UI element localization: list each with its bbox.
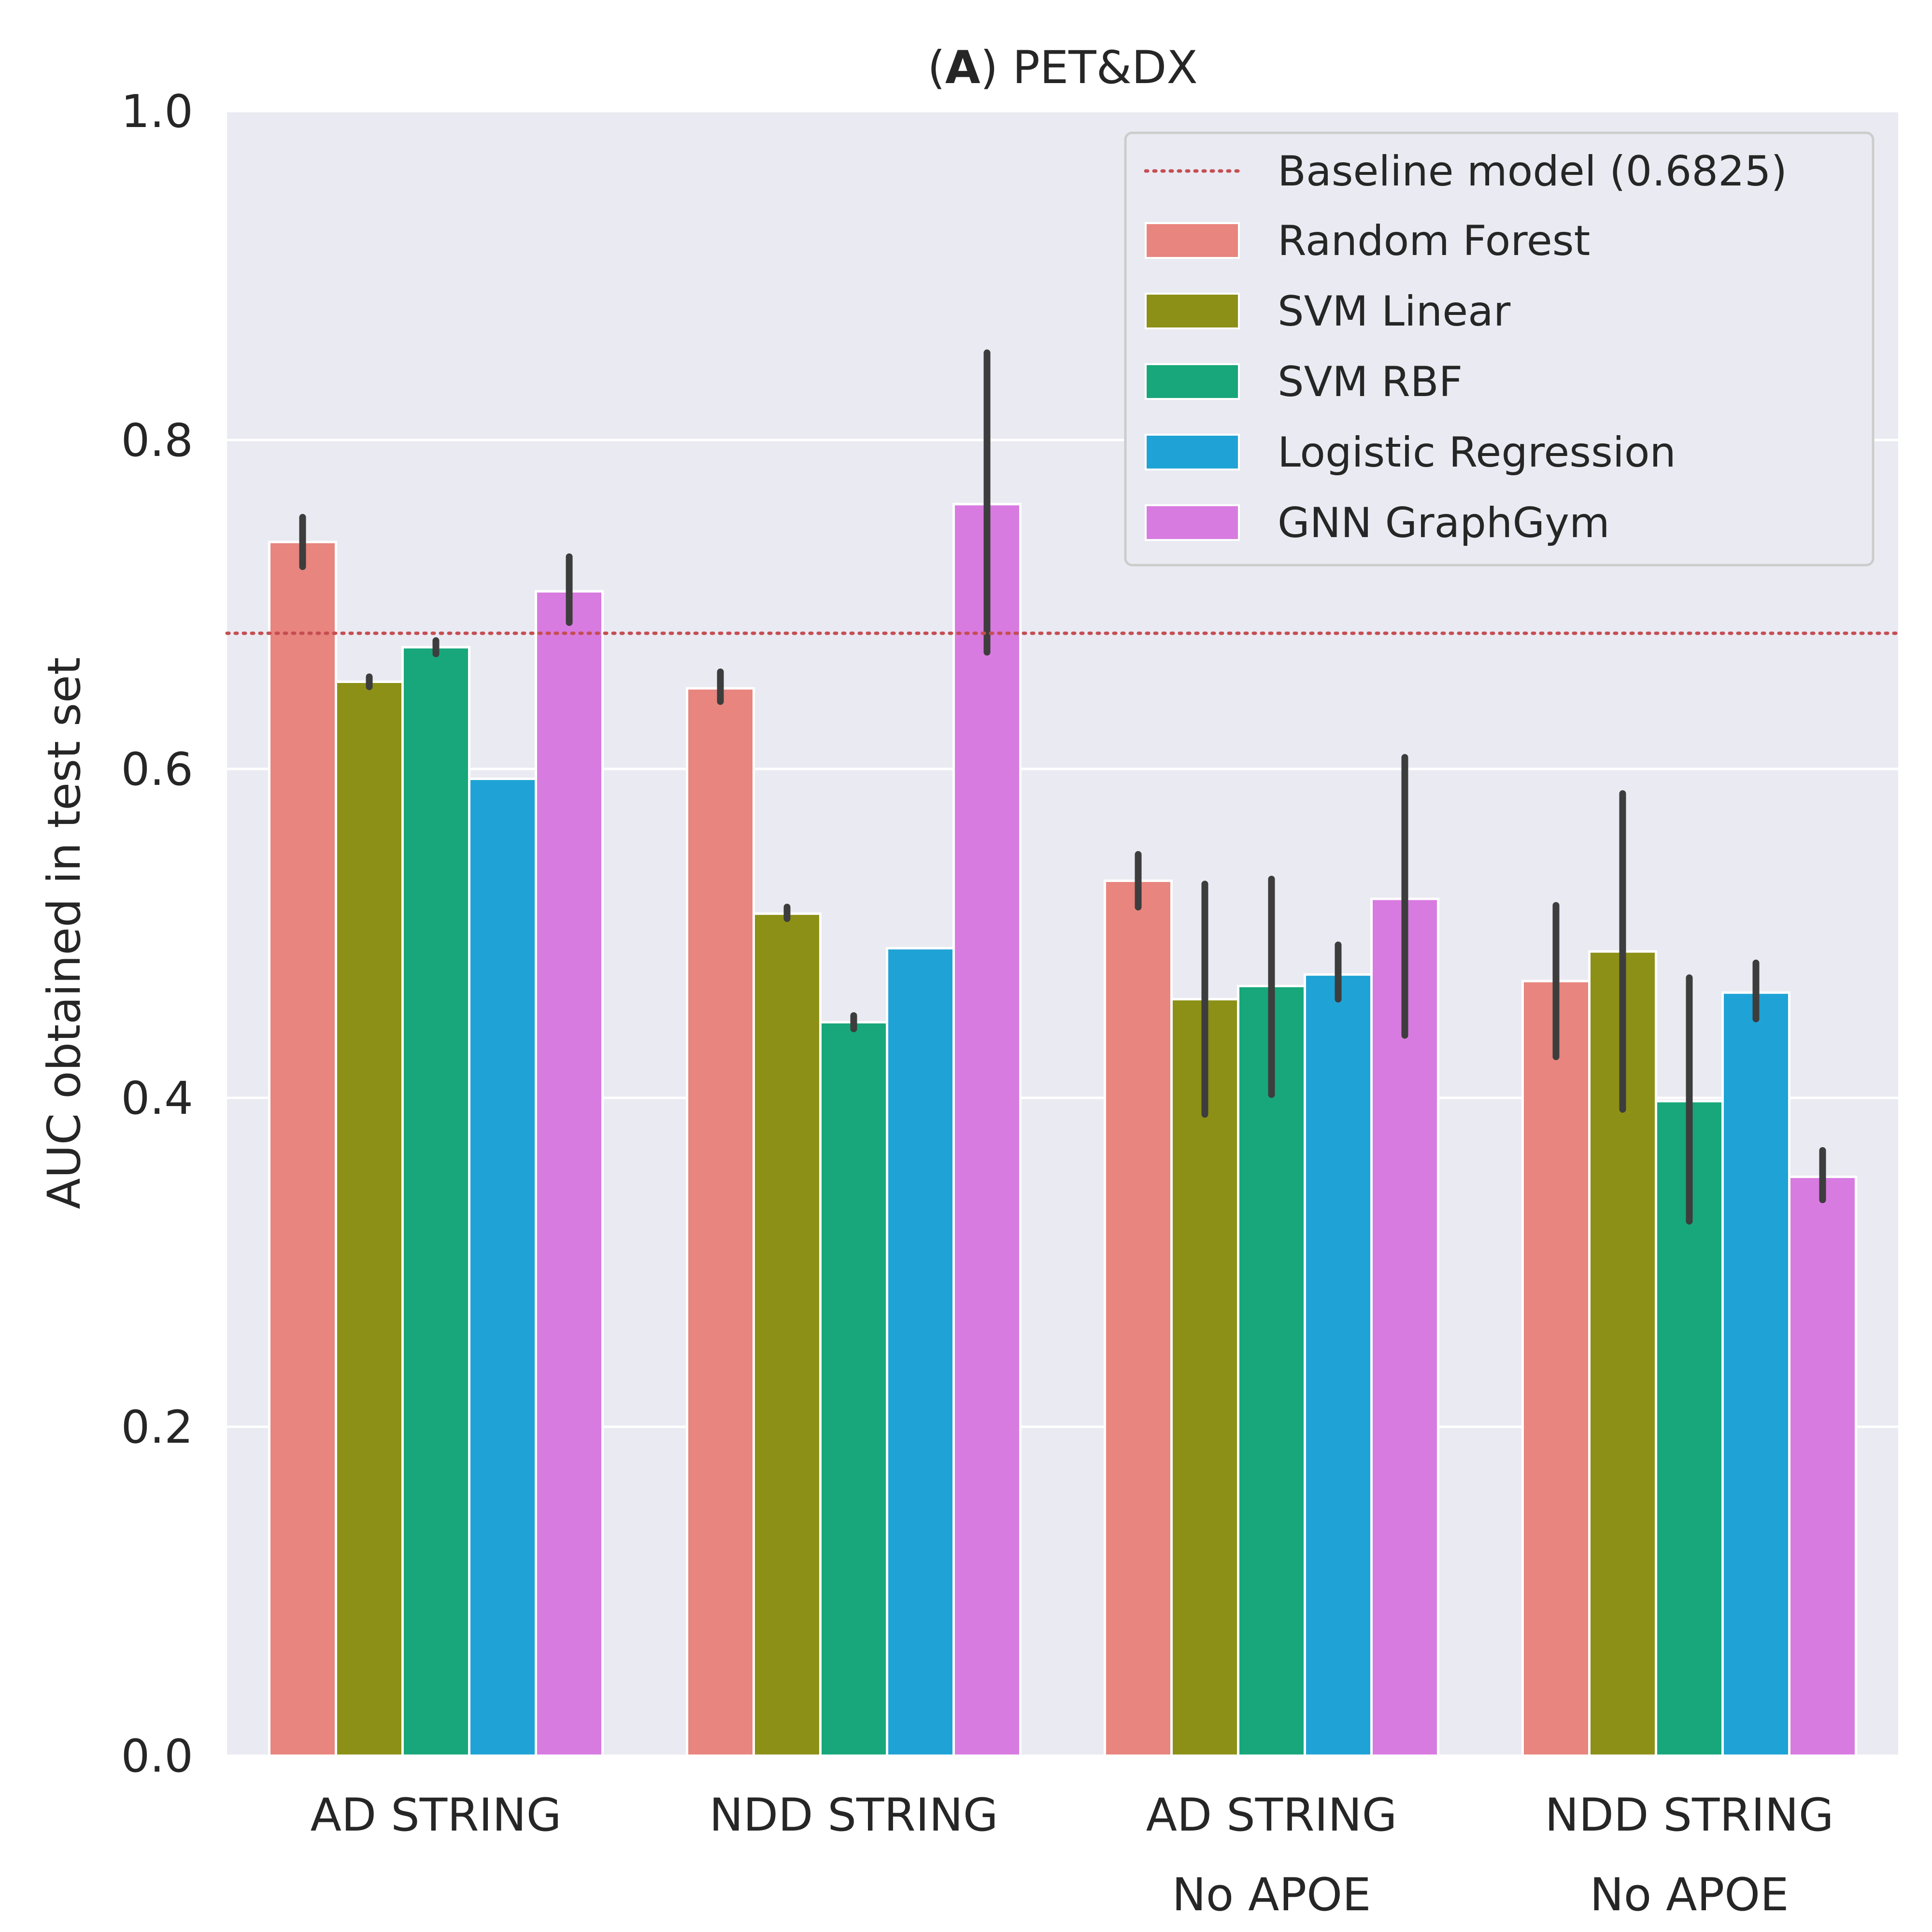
bar-gnn-graphgym [1370, 897, 1439, 1757]
legend-label: GNN GraphGym [1278, 499, 1610, 547]
bar-random-forest [686, 687, 755, 1757]
legend-swatch [1145, 363, 1240, 400]
bar-logistic-regression [1304, 973, 1373, 1757]
y-tick-label: 0.0 [121, 1730, 194, 1783]
legend-items: Random Forest SVM Linear SVM RBF Logistic R… [1145, 217, 1676, 547]
bar-svm-rbf [401, 646, 470, 1757]
bar-svm-rbf [819, 1021, 888, 1757]
bar-svm-linear [753, 912, 822, 1757]
error-bars [299, 349, 1826, 1225]
legend-swatch [1145, 293, 1240, 329]
x-tick-labels: AD STRING NDD STRING AD STRING No APOE NDD S… [311, 1789, 1834, 1921]
x-tick-label: NDD STRING [709, 1789, 998, 1842]
bar-random-forest [1521, 980, 1591, 1757]
chart-title-suffix: ) PET&DX [980, 42, 1198, 94]
legend-swatch [1145, 504, 1240, 541]
y-tick-label: 0.6 [121, 743, 194, 796]
y-axis-label: AUC obtained in test set [38, 657, 91, 1209]
x-tick-label: AD STRING [1146, 1789, 1397, 1842]
y-tick-label: 0.8 [121, 414, 194, 467]
legend-label: SVM Linear [1278, 287, 1511, 336]
chart-title: (A) PET&DX [927, 42, 1198, 94]
bar-gnn-graphgym [1788, 1175, 1857, 1757]
bar-gnn-graphgym [535, 590, 604, 1757]
x-tick-label: NDD STRING [1545, 1789, 1833, 1842]
legend-label: SVM RBF [1278, 358, 1463, 406]
legend-frame [1124, 131, 1875, 567]
bar-random-forest [1104, 880, 1173, 1757]
legend-swatch [1145, 222, 1240, 259]
y-tick-label: 1.0 [121, 85, 194, 138]
x-tick-label: AD STRING [311, 1789, 562, 1842]
legend-swatch [1145, 434, 1240, 470]
bar-svm-linear [335, 681, 404, 1757]
y-tick-label: 0.2 [121, 1401, 194, 1454]
y-tick-label: 0.4 [121, 1072, 194, 1125]
legend-label: Random Forest [1278, 217, 1590, 265]
y-tick-labels: 0.0 0.2 0.4 0.6 0.8 1.0 [121, 85, 194, 1783]
bar-gnn-graphgym [952, 503, 1022, 1757]
x-tick-label: No APOE [1590, 1869, 1789, 1921]
bars [268, 503, 1857, 1757]
bar-random-forest [268, 540, 337, 1757]
chart-title-bold: A [945, 42, 980, 94]
x-tick-label: No APOE [1172, 1869, 1371, 1921]
legend-baseline-label: Baseline model (0.6825) [1278, 147, 1787, 196]
chart-title-prefix: ( [927, 42, 945, 94]
bar-logistic-regression [468, 777, 537, 1757]
legend: Baseline model (0.6825) Random Forest SVM… [1124, 131, 1875, 567]
bar-logistic-regression [1721, 991, 1790, 1757]
legend-label: Logistic Regression [1278, 428, 1676, 477]
bar-svm-rbf [1237, 984, 1306, 1757]
bar-logistic-regression [886, 947, 955, 1757]
